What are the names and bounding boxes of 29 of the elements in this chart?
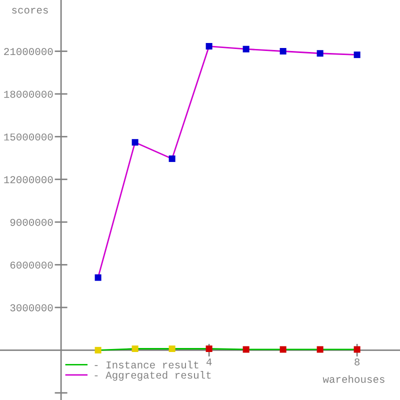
point — [132, 139, 138, 146]
point — [168, 155, 176, 162]
point — [280, 48, 286, 55]
point — [242, 46, 250, 52]
legend-label: - Aggregated result — [94, 371, 211, 381]
point — [354, 52, 360, 58]
point — [94, 274, 102, 281]
point — [206, 43, 212, 50]
y-tick-label: 3000000 — [10, 304, 53, 312]
y-tick-label: 12000000 — [4, 176, 53, 184]
y-axis-title: scores — [12, 8, 48, 14]
y-tick-label: 15000000 — [4, 133, 53, 141]
y-tick-label: 6000000 — [10, 262, 53, 269]
y-tick-label: 9000000 — [10, 218, 53, 226]
point — [242, 346, 250, 353]
point — [132, 345, 138, 352]
point — [280, 346, 286, 353]
y-tick-label: 18000000 — [4, 90, 53, 98]
point — [354, 346, 360, 353]
x-tick-label: 4 — [206, 358, 212, 366]
point — [206, 345, 212, 352]
point — [94, 346, 102, 354]
point — [316, 346, 324, 353]
y-tick-label: 21000000 — [4, 48, 53, 56]
legend-label: - Instance result — [94, 360, 198, 368]
x-axis-title: warehouses — [322, 375, 384, 383]
x-tick-label: 8 — [354, 358, 360, 366]
point — [316, 50, 324, 57]
point — [168, 345, 176, 352]
